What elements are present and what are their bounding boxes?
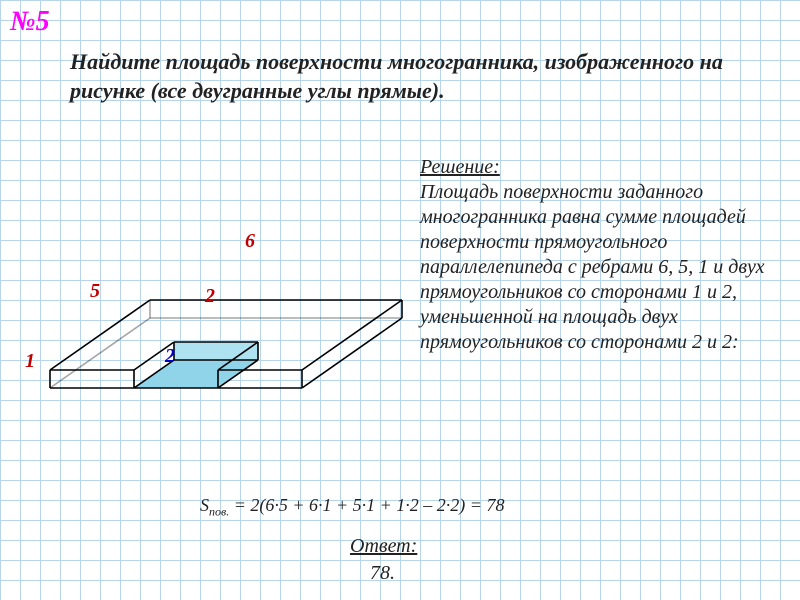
answer-value: 78. bbox=[370, 562, 395, 585]
notch-floor bbox=[134, 360, 258, 388]
dim-label-2a: 2 bbox=[205, 285, 215, 308]
dim-label-6: 6 bbox=[245, 230, 255, 253]
formula-expression: = 2(6·5 + 6·1 + 5·1 + 1·2 – 2·2) = 78 bbox=[229, 495, 504, 515]
solution-block: Решение: Площадь поверхности заданного м… bbox=[420, 155, 780, 355]
answer-label: Ответ: bbox=[350, 535, 417, 558]
formula: Sпов. = 2(6·5 + 6·1 + 5·1 + 1·2 – 2·2) =… bbox=[200, 495, 504, 520]
solution-body: Площадь поверхности заданного многогранн… bbox=[420, 181, 765, 353]
problem-number: №5 bbox=[10, 6, 50, 38]
solution-title: Решение: bbox=[420, 155, 780, 180]
dim-label-2b: 2 bbox=[165, 345, 175, 368]
dim-label-1: 1 bbox=[25, 350, 35, 373]
problem-statement: Найдите площадь поверхности многогранник… bbox=[70, 48, 730, 105]
dim-label-5: 5 bbox=[90, 280, 100, 303]
polyhedron-diagram: 1 5 6 2 2 bbox=[10, 180, 410, 480]
formula-subscript: пов. bbox=[209, 505, 229, 519]
